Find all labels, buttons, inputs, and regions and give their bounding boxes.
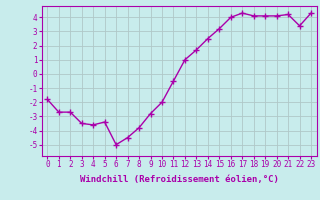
X-axis label: Windchill (Refroidissement éolien,°C): Windchill (Refroidissement éolien,°C) xyxy=(80,175,279,184)
